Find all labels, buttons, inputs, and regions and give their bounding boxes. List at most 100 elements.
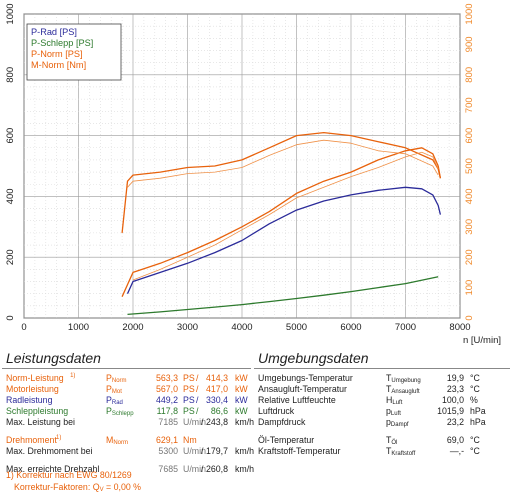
row-value-2: 417,0: [205, 384, 228, 394]
row-unit: °C: [470, 373, 480, 383]
row-symbol: PMot: [106, 384, 122, 395]
row-value-2: 86,6: [210, 406, 228, 416]
row-label: Max. Leistung bei: [6, 417, 75, 427]
row-symbol-sub: Mot: [111, 389, 122, 395]
row-value: 69,0: [446, 435, 464, 445]
row-unit: °C: [470, 446, 480, 456]
series-line: [126, 186, 442, 294]
row-value-1: 117,8: [156, 406, 178, 416]
row-unit-1: U/min: [183, 417, 206, 427]
row-footnote-marker: 1): [70, 373, 76, 379]
x-axis-label: n [U/min]: [463, 335, 501, 346]
row-unit: hPa: [470, 406, 486, 416]
x-tick-label: 8000: [449, 322, 470, 333]
row-symbol: TAnsaugluft: [386, 384, 420, 395]
row-symbol-sub: Öl: [391, 440, 398, 446]
umgebungsdaten-panel: Umgebungsdaten Umgebungs-Temperatur TUmge…: [254, 346, 510, 498]
row-separator: /: [196, 384, 199, 394]
row-value-1: 629,1: [155, 435, 178, 445]
umgebungsdaten-title: Umgebungsdaten: [258, 350, 369, 366]
y-right-tick-label: 500: [464, 158, 475, 174]
y-right-tick-label: 400: [464, 188, 475, 204]
row-symbol-sub: Norm: [111, 378, 127, 384]
row-label: Luftdruck: [258, 406, 295, 416]
x-tick-label: 3000: [177, 322, 198, 333]
row-separator: /: [196, 406, 199, 416]
row-symbol: PRad: [106, 395, 123, 406]
y-left-tick-label: 800: [5, 67, 16, 83]
row-value: 23,3: [446, 384, 464, 394]
row-unit-2: kW: [235, 395, 248, 405]
row-separator: /: [196, 373, 199, 383]
y-right-tick-label: 800: [464, 67, 475, 83]
row-symbol-sub: Kraftstoff: [391, 451, 416, 457]
y-right-tick-label: 900: [464, 36, 475, 52]
y-right-tick-label: 600: [464, 128, 475, 144]
row-unit-1: PS: [183, 395, 195, 405]
row-symbol-sub: Schlepp: [111, 411, 134, 417]
legend-entry: P-Rad [PS]: [31, 27, 77, 37]
row-value-1: 449,2: [155, 395, 178, 405]
footnote-correction: 1) Korrektur nach EWG 80/1269: [6, 470, 132, 480]
row-value: 23,2: [446, 417, 464, 427]
row-separator: /: [201, 464, 204, 474]
row-symbol-sub: Dampf: [390, 422, 409, 428]
legend-entry: M-Norm [Nm]: [31, 60, 86, 70]
row-symbol-sub: Luft: [390, 411, 401, 417]
row-label: Umgebungs-Temperatur: [258, 373, 353, 383]
y-left-tick-label: 600: [5, 128, 16, 144]
row-unit-2: kW: [235, 406, 248, 416]
row-unit-2: kW: [235, 384, 248, 394]
y-left-tick-label: 400: [5, 188, 16, 204]
row-footnote-marker: 1): [56, 435, 62, 441]
row-symbol-sub: Ansaugluft: [391, 389, 420, 395]
legend-entry: P-Norm [PS]: [31, 49, 83, 59]
row-value-1: 5300: [158, 446, 178, 456]
row-unit: °C: [470, 435, 480, 445]
row-unit: hPa: [470, 417, 486, 427]
row-label: Norm-Leistung: [6, 373, 64, 383]
row-value: 1015,9: [437, 406, 464, 416]
leistungsdaten-title: Leistungsdaten: [6, 350, 101, 366]
row-value-2: 243,8: [205, 417, 228, 427]
row-unit-1: U/min: [183, 464, 206, 474]
row-value: 19,9: [446, 373, 464, 383]
y-right-tick-label: 100: [464, 280, 475, 296]
row-label: Schleppleistung: [6, 406, 69, 416]
row-value-2: 414,3: [205, 373, 228, 383]
row-symbol: PNorm: [106, 373, 127, 384]
row-separator: /: [201, 417, 204, 427]
y-right-tick-label: 200: [464, 249, 475, 265]
row-label: Radleistung: [6, 395, 53, 405]
row-value-1: 563,3: [155, 373, 178, 383]
series-line: [121, 131, 442, 233]
leistungsdaten-panel: Leistungsdaten Norm-Leistung 1) PNorm 563,…: [2, 346, 255, 498]
row-value: —,-: [449, 446, 464, 456]
footnote-factors: Korrektur-Faktoren: QV = 0,00 %: [14, 482, 141, 493]
row-value-1: 7185: [158, 417, 178, 427]
row-unit-1: U/min: [183, 446, 206, 456]
row-symbol: TÖl: [386, 435, 398, 446]
row-label: Öl-Temperatur: [258, 435, 315, 445]
y-left-tick-label: 200: [5, 249, 16, 265]
reference-curve: [132, 151, 439, 281]
row-symbol: MNorm: [106, 435, 128, 446]
row-symbol: TUmgebung: [386, 373, 421, 384]
y-right-tick-label: 0: [464, 315, 475, 320]
row-symbol: pDampf: [386, 417, 409, 428]
legend-entry: P-Schlepp [PS]: [31, 38, 93, 48]
series-line: [121, 147, 442, 297]
row-value-2: 330,4: [205, 395, 228, 405]
row-unit-2: km/h: [235, 464, 255, 474]
x-tick-label: 1000: [68, 322, 89, 333]
row-unit-1: PS: [183, 406, 195, 416]
row-unit-2: kW: [235, 373, 248, 383]
row-label: Motorleistung: [6, 384, 59, 394]
y-left-tick-label: 1000: [5, 3, 16, 24]
row-label: Max. Drehmoment bei: [6, 446, 93, 456]
row-separator: /: [196, 395, 199, 405]
series-line: [127, 276, 439, 316]
row-value: 100,0: [441, 395, 464, 405]
y-left-tick-label: 0: [5, 315, 16, 320]
leistungsdaten-divider: [2, 368, 251, 369]
